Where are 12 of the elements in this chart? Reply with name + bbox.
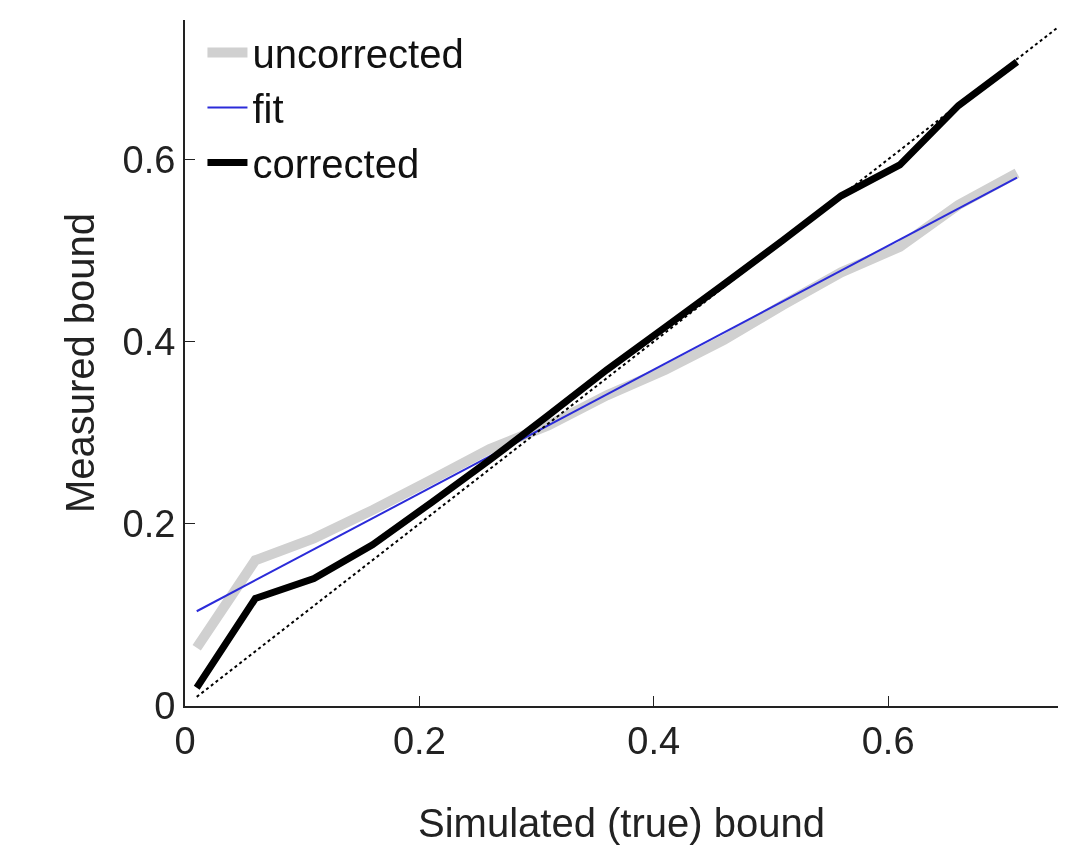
- x-axis-title: Simulated (true) bound: [418, 801, 825, 845]
- x-tick-label: 0.2: [392, 719, 446, 762]
- x-tick-label: 0.6: [861, 719, 915, 762]
- y-axis-title: Measured bound: [58, 212, 102, 514]
- y-tick-label: 0.2: [122, 503, 176, 546]
- y-tick-label: 0: [154, 685, 176, 728]
- y-tick-label: 0.4: [122, 320, 176, 363]
- x-tick-label: 0.4: [627, 719, 681, 762]
- legend-label: corrected: [252, 142, 420, 187]
- y-tick-label: 0.6: [122, 138, 176, 181]
- legend-label: fit: [252, 87, 284, 132]
- legend-label: uncorrected: [252, 32, 464, 77]
